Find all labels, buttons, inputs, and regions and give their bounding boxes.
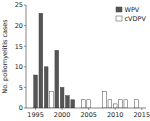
x-tick-label: 2010 — [107, 111, 124, 119]
x-tick — [62, 108, 63, 110]
bar — [119, 100, 123, 108]
legend-swatch — [116, 16, 122, 21]
bar — [81, 100, 85, 108]
bar — [66, 96, 70, 108]
x-axis — [26, 108, 146, 109]
x-tick-label: 2015 — [133, 111, 150, 119]
y-tick-label: 20 — [15, 22, 23, 30]
bar — [34, 75, 38, 108]
x-tick-label: 1995 — [27, 111, 44, 119]
y-tick — [24, 25, 26, 26]
bar — [103, 92, 107, 108]
chart: 0 5 10 15 20 25 1995 2000 2005 2010 2015 No. poliom… — [0, 0, 150, 121]
x-tick — [35, 108, 36, 110]
bar — [60, 87, 64, 108]
y-tick-label: 0 — [19, 104, 23, 112]
bar — [50, 92, 54, 108]
y-tick — [24, 87, 26, 88]
x-tick-label: 2005 — [80, 111, 97, 119]
x-tick — [141, 108, 142, 110]
legend-label: cVDPV — [125, 15, 147, 23]
bar — [55, 50, 59, 108]
y-axis — [26, 5, 27, 108]
bar — [135, 100, 139, 108]
x-tick — [115, 108, 116, 110]
bar — [39, 13, 43, 108]
legend-swatch — [116, 7, 122, 12]
bar — [87, 100, 91, 108]
y-tick — [24, 46, 26, 47]
y-tick-label: 15 — [15, 43, 23, 51]
bar — [124, 100, 128, 108]
legend-label: WPV — [125, 6, 140, 14]
bar — [71, 100, 75, 108]
y-tick-label: 10 — [15, 63, 23, 71]
bars — [34, 13, 139, 108]
legend: WPVcVDPV — [116, 6, 146, 23]
y-tick-label: 5 — [19, 84, 23, 92]
x-tick-label: 2000 — [54, 111, 71, 119]
bar — [113, 104, 117, 108]
y-axis-label: No. poliomyelitis cases — [1, 19, 9, 94]
y-tick-label: 25 — [15, 1, 23, 9]
y-tick — [24, 108, 26, 109]
y-tick — [24, 5, 26, 6]
bar — [108, 100, 112, 108]
x-tick — [88, 108, 89, 110]
y-tick — [24, 66, 26, 67]
bar — [44, 67, 48, 108]
